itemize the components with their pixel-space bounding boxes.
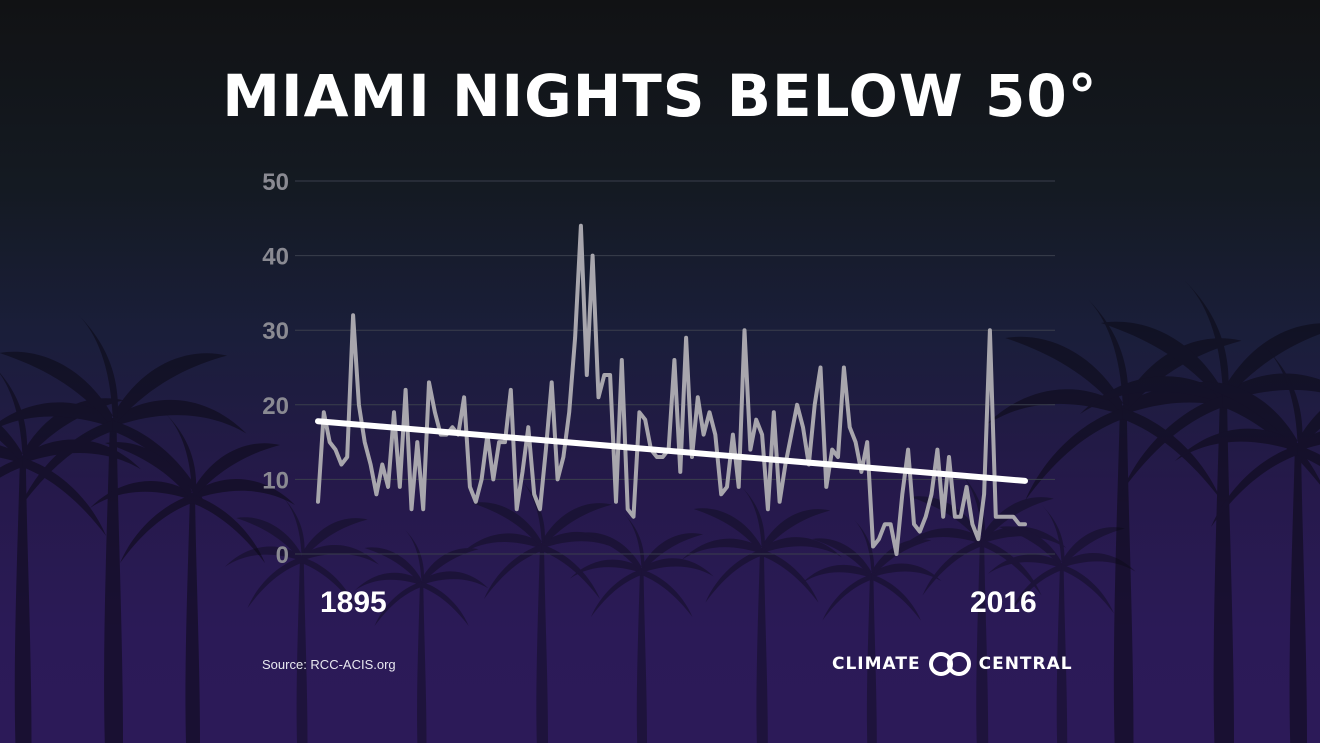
y-tick-label-50: 50 bbox=[262, 169, 289, 196]
y-tick-label-40: 40 bbox=[262, 244, 289, 271]
source-note: Source: RCC-ACIS.org bbox=[262, 657, 396, 672]
interlocking-rings-icon bbox=[928, 652, 971, 676]
logo-text-left: CLIMATE bbox=[832, 654, 921, 674]
series-line-nights-below-50 bbox=[316, 223, 1027, 556]
logo-text-right: CENTRAL bbox=[978, 654, 1073, 674]
x-tick-label-start: 1895 bbox=[320, 586, 387, 619]
y-tick-label-30: 30 bbox=[262, 318, 289, 345]
y-tick-label-10: 10 bbox=[262, 467, 289, 494]
y-tick-label-0: 0 bbox=[276, 542, 289, 569]
y-axis-ticks: 0 10 20 30 40 50 bbox=[262, 169, 289, 569]
x-tick-label-end: 2016 bbox=[970, 586, 1037, 619]
climate-central-logo: CLIMATE CENTRAL bbox=[832, 650, 1073, 678]
chart-title: MIAMI NIGHTS BELOW 50° bbox=[222, 62, 1098, 130]
trend-line bbox=[315, 418, 1028, 484]
y-tick-label-20: 20 bbox=[262, 393, 289, 420]
